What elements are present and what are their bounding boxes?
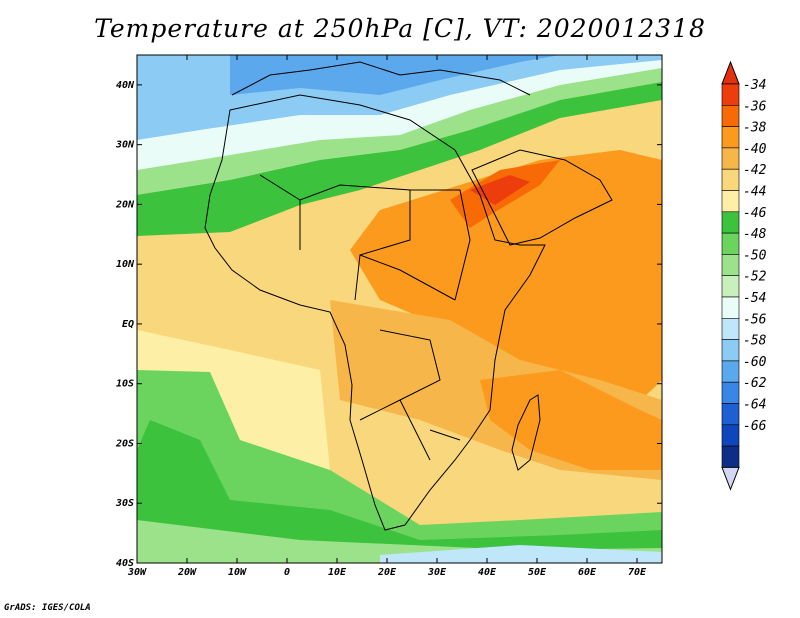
x-tick-label: 30E [427, 567, 447, 578]
colorbar-swatch [721, 190, 740, 213]
colorbar-label: -50 [743, 248, 767, 263]
colorbar-label: -52 [743, 270, 767, 285]
colorbar-swatch [721, 147, 740, 170]
field-south-blue [380, 545, 662, 563]
temperature-field [137, 55, 662, 563]
colorbar-label: -66 [743, 419, 767, 434]
colorbar-swatch [721, 296, 740, 319]
colorbar-label: -40 [743, 142, 767, 157]
madagascar-outline [511, 394, 541, 471]
internal-borders [259, 174, 471, 461]
colorbar-label: -56 [743, 312, 767, 327]
colorbar-swatch [721, 424, 740, 447]
colorbar-swatch [721, 339, 740, 362]
y-tick-label: 20N [115, 199, 135, 210]
colorbar-label: -62 [743, 376, 767, 391]
colorbar-label: -34 [743, 78, 766, 93]
colorbar: -34 -36 -38 -40 -42 -44 -46 -48 -50 -52 -54 -56 -58 -… [721, 60, 767, 491]
y-tick-label: 10S [116, 379, 134, 390]
grads-credit: GrADS: IGES/COLA [4, 603, 91, 613]
map-title: Temperature at 250hPa [C], VT: 202001231… [94, 14, 706, 43]
colorbar-swatch [721, 317, 740, 340]
x-axis: 30W 20W 10W 0 10E 20E 30E 40E 50E 60E 70E [127, 55, 647, 578]
x-tick-label: 10W [228, 567, 247, 578]
x-tick-label: 30W [127, 567, 147, 578]
y-tick-label: 30N [115, 140, 135, 151]
map-frame [136, 54, 663, 564]
field-north-blue [230, 55, 560, 95]
colorbar-swatch [721, 126, 740, 149]
colorbar-top-triangle [721, 60, 740, 85]
field-hot-core [470, 175, 530, 205]
x-tick-label: 60E [578, 567, 597, 578]
colorbar-label: -48 [743, 227, 767, 242]
y-tick-label: 10N [116, 259, 135, 270]
x-tick-label: 0 [284, 567, 290, 578]
colorbar-label: -42 [743, 163, 767, 178]
colorbar-swatch [721, 232, 740, 255]
colorbar-swatch [721, 168, 740, 191]
colorbar-label: -60 [743, 355, 767, 370]
field-warm-core [350, 150, 662, 420]
colorbar-swatch [721, 105, 740, 127]
colorbar-swatch [721, 381, 740, 404]
europe-coastline [231, 61, 531, 96]
field-south-green-dark [137, 420, 662, 563]
y-tick-label: 30S [115, 498, 134, 509]
colorbar-swatch [721, 211, 740, 234]
x-tick-label: 50E [528, 567, 547, 578]
colorbar-swatch [721, 403, 740, 426]
africa-coastline [204, 94, 546, 531]
x-tick-label: 40E [478, 567, 497, 578]
colorbar-swatch [721, 445, 740, 468]
x-tick-label: 20W [177, 567, 197, 578]
colorbar-bottom-triangle [721, 466, 740, 491]
y-tick-label: 40N [116, 80, 135, 91]
colorbar-label: -36 [743, 99, 767, 114]
y-tick-label: 20S [115, 438, 134, 449]
coastline-borders [204, 61, 613, 531]
colorbar-swatch [721, 254, 740, 276]
colorbar-swatch [721, 275, 740, 298]
colorbar-label: -58 [743, 334, 767, 349]
colorbar-label: -64 [743, 398, 766, 413]
colorbar-label: -44 [743, 185, 766, 200]
y-axis: 40N 30N 20N 10N EQ 10S 20S 30S 40S [115, 80, 662, 569]
y-tick-label: EQ [122, 319, 134, 330]
field-warm-madagascar [480, 370, 662, 470]
x-tick-label: 10E [328, 567, 347, 578]
arabia-coastline [471, 149, 613, 246]
x-tick-label: 20E [377, 567, 397, 578]
colorbar-label: -54 [743, 291, 766, 306]
y-tick-label: 40S [116, 558, 134, 569]
colorbar-swatch [721, 83, 740, 106]
colorbar-label: -38 [743, 121, 767, 136]
colorbar-swatch [721, 360, 740, 383]
colorbar-label: -46 [743, 206, 767, 221]
x-tick-label: 70E [628, 567, 647, 578]
